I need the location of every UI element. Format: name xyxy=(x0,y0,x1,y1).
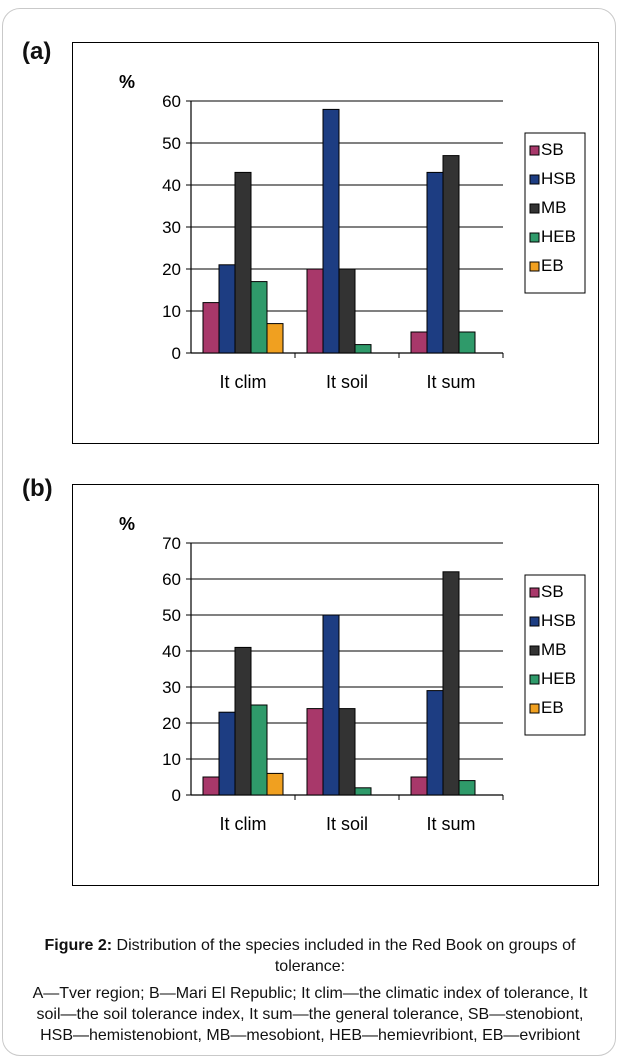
legend-swatch-sb xyxy=(529,145,540,156)
bar-mb-it-soil xyxy=(338,268,356,354)
caption-notes: A—Tver region; B—Mari El Republic; It cl… xyxy=(32,985,588,1044)
x-category-label: It sum xyxy=(426,814,475,834)
y-tick-label: 60 xyxy=(162,570,181,589)
figure-caption: Figure 2: Distribution of the species in… xyxy=(20,935,600,1046)
y-tick-label: 10 xyxy=(162,750,181,769)
legend-label-eb: EB xyxy=(541,256,564,275)
y-tick-label: 70 xyxy=(162,534,181,553)
bar-sb-it-soil xyxy=(306,708,324,796)
y-axis-label: % xyxy=(119,72,135,92)
legend-label-eb: EB xyxy=(541,698,564,717)
bar-heb-it-sum xyxy=(458,331,476,354)
legend-label-mb: MB xyxy=(541,640,567,659)
bar-sb-it-soil xyxy=(306,268,324,354)
bar-hsb-it-clim xyxy=(218,711,236,796)
x-category-label: It sum xyxy=(426,372,475,392)
bar-sb-it-sum xyxy=(410,776,428,796)
chart-b: 0 10 20 30 40 50 60 70% It clim It soil It sum SB HS… xyxy=(119,514,586,834)
bar-hsb-it-sum xyxy=(426,690,444,796)
bar-mb-it-clim xyxy=(234,171,252,354)
y-tick-label: 0 xyxy=(172,786,181,805)
legend-swatch-eb xyxy=(529,703,540,714)
y-tick-label: 20 xyxy=(162,714,181,733)
y-tick-label: 30 xyxy=(162,678,181,697)
bar-mb-it-soil xyxy=(338,708,356,796)
legend-label-heb: HEB xyxy=(541,227,576,246)
x-category-label: It soil xyxy=(326,372,368,392)
bar-heb-it-clim xyxy=(250,281,268,354)
y-axis-label: % xyxy=(119,514,135,534)
caption-title: Distribution of the species included in … xyxy=(112,937,576,975)
legend-swatch-hsb xyxy=(529,174,540,185)
bar-mb-it-sum xyxy=(442,571,460,796)
bar-mb-it-sum xyxy=(442,155,460,354)
y-tick-label: 30 xyxy=(162,218,181,237)
caption-title-line: Figure 2: Distribution of the species in… xyxy=(20,935,600,977)
y-tick-label: 60 xyxy=(162,92,181,111)
y-tick-label: 50 xyxy=(162,134,181,153)
legend-swatch-eb xyxy=(529,261,540,272)
y-tick-label: 20 xyxy=(162,260,181,279)
bar-heb-it-soil xyxy=(354,787,372,796)
legend-label-sb: SB xyxy=(541,582,564,601)
y-tick-label: 50 xyxy=(162,606,181,625)
legend-swatch-heb xyxy=(529,674,540,685)
y-tick-label: 40 xyxy=(162,642,181,661)
x-category-label: It clim xyxy=(220,372,267,392)
legend-label-mb: MB xyxy=(541,198,567,217)
chart-panel-a: 0 10 20 30 40 50 60% It clim It soil It sum SB HSB M… xyxy=(72,42,599,444)
bar-heb-it-clim xyxy=(250,704,268,796)
bar-mb-it-clim xyxy=(234,646,252,796)
caption-figure-number: Figure 2: xyxy=(44,937,113,954)
chart-panel-b: 0 10 20 30 40 50 60 70% It clim It soil It sum SB HS… xyxy=(72,484,599,886)
legend-label-hsb: HSB xyxy=(541,611,576,630)
legend-label-sb: SB xyxy=(541,140,564,159)
y-tick-label: 40 xyxy=(162,176,181,195)
bar-heb-it-soil xyxy=(354,344,372,354)
bar-hsb-it-soil xyxy=(322,614,340,796)
legend-label-heb: HEB xyxy=(541,669,576,688)
bar-hsb-it-clim xyxy=(218,264,236,354)
legend-swatch-sb xyxy=(529,587,540,598)
bar-sb-it-clim xyxy=(202,776,220,796)
panel-label-b: (b) xyxy=(22,475,53,502)
bar-hsb-it-soil xyxy=(322,108,340,354)
bar-hsb-it-sum xyxy=(426,171,444,354)
bar-heb-it-sum xyxy=(458,780,476,796)
bar-eb-it-clim xyxy=(266,772,284,796)
legend-label-hsb: HSB xyxy=(541,169,576,188)
legend-swatch-hsb xyxy=(529,616,540,627)
panel-label-a: (a) xyxy=(22,38,52,65)
legend-swatch-heb xyxy=(529,232,540,243)
x-category-label: It clim xyxy=(220,814,267,834)
y-tick-label: 0 xyxy=(172,344,181,363)
x-category-label: It soil xyxy=(326,814,368,834)
chart-a: 0 10 20 30 40 50 60% It clim It soil It sum SB HSB M… xyxy=(119,72,586,392)
bar-eb-it-clim xyxy=(266,323,284,354)
legend-swatch-mb xyxy=(529,645,540,656)
y-tick-label: 10 xyxy=(162,302,181,321)
bar-sb-it-clim xyxy=(202,302,220,354)
bar-sb-it-sum xyxy=(410,331,428,354)
legend-swatch-mb xyxy=(529,203,540,214)
